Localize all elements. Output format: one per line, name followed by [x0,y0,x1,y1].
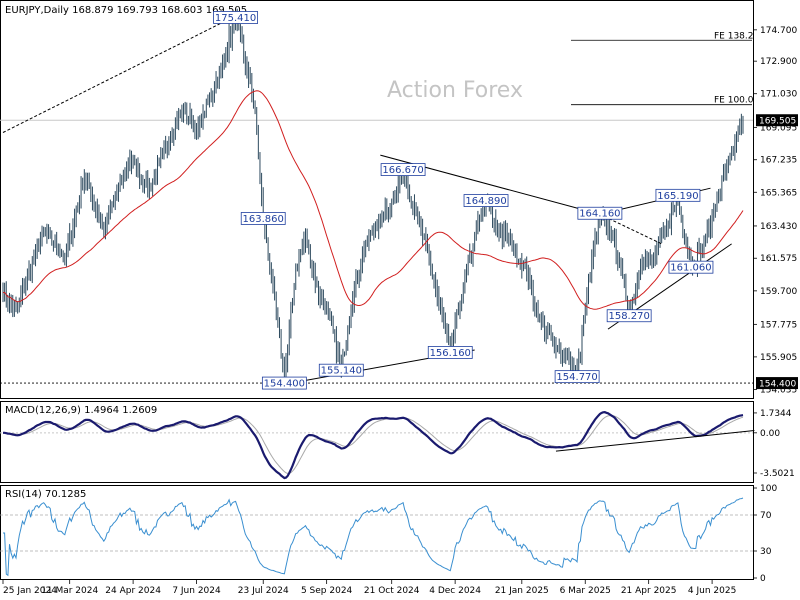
macd-series: 1.7344 0.00 -3.5021 [0,409,795,480]
macd-line [3,410,744,480]
rsi-series: 100 70 30 0 [0,484,777,584]
price-label-box [240,212,286,225]
price-label-box [380,163,426,176]
x-tick-label: 24 Apr 2024 [105,586,161,596]
price-label-box [318,363,364,377]
rsi-tick-label: 70 [760,511,772,521]
price-axis: 174.700 172.900 171.030 169.095 167.235 165.3… [753,26,798,395]
rsi-label: RSI(14) 70.1285 [5,489,86,500]
candlesticks [2,8,744,383]
macd-trendline [555,430,755,452]
y-tick-label: 174.700 [760,26,797,36]
x-tick-label: 5 Sep 2024 [301,586,353,596]
price-label: 161.060 [670,263,711,274]
price-label: 158.270 [608,311,649,322]
horizontal-levels [0,119,753,384]
x-tick-label: 11 Mar 2024 [41,586,98,596]
trendline [2,15,236,133]
y-tick-label: 157.775 [760,320,797,330]
y-tick-label: 155.905 [760,353,797,363]
macd-tick-label: 0.00 [760,429,780,439]
x-tick-label: 7 Jun 2024 [172,586,221,596]
watermark: Action Forex [387,78,523,103]
price-label-box [577,206,623,220]
x-tick-label: 4 Dec 2024 [429,586,481,596]
price-label: 154.400 [264,379,305,390]
fib-levels: FE 161.8 FE 138.2 FE 100.0 [571,0,754,106]
price-badge [756,114,798,127]
price-label-box [606,309,652,323]
ma-line [2,90,744,310]
rsi-pane [0,485,754,580]
price-label: 163.860 [243,214,284,225]
fib-level-label: FE 138.2 [714,31,754,41]
rsi-tick-label: 30 [760,547,772,557]
macd-label: MACD(12,26,9) 1.4964 1.2609 [5,405,157,416]
x-tick-label: 23 Jul 2024 [238,586,289,596]
price-badge-label: 169.505 [759,117,796,127]
x-tick-label: 4 Jun 2025 [688,586,736,596]
price-label-box [554,370,600,384]
price-label-box [427,346,473,359]
price-label: 175.410 [215,13,256,24]
fib-level-label: FE 100.0 [714,96,754,106]
x-tick-label: 25 Jan 2024 [3,586,57,596]
price-label-box [655,188,701,202]
macd-signal-line [3,414,744,474]
y-tick-label: 172.900 [760,57,797,67]
y-tick-label: 171.030 [760,90,797,100]
rsi-tick-label: 0 [760,574,766,584]
price-label-box [668,260,714,274]
moving-average [2,90,744,310]
y-tick-label: 161.575 [760,254,797,264]
macd-tick-label: 1.7344 [760,409,792,419]
price-label-box [213,11,258,24]
y-tick-label: 167.235 [760,156,797,166]
y-tick-label: 169.095 [760,123,797,133]
price-label: 154.770 [556,372,597,383]
price-label: 155.140 [321,366,362,377]
y-tick-label: 154.035 [760,385,797,395]
price-label: 165.190 [657,191,698,202]
main-header: EURJPY,Daily 168.879 169.793 168.603 169… [5,5,247,16]
x-tick-label: 21 Oct 2024 [364,586,420,596]
y-tick-label: 165.365 [760,188,797,198]
price-badge [756,377,798,390]
main-pane [0,0,754,399]
price-label: 166.670 [382,165,423,176]
y-tick-label: 163.430 [760,222,797,232]
price-badge-label: 154.400 [759,380,796,390]
price-label-box [261,376,307,390]
rsi-line [3,497,744,577]
price-label: 164.160 [579,209,620,220]
macd-pane [0,401,754,483]
fib-level-label: FE 161.8 [714,0,754,1]
price-labels: 175.410 163.860 154.400 155.140 166.670 164.8… [213,11,714,390]
x-tick-label: 21 Apr 2025 [621,586,677,596]
x-tick-label: 21 Jan 2025 [495,586,549,596]
price-label: 164.890 [465,196,506,207]
rsi-tick-label: 100 [760,484,777,494]
y-tick-label: 159.700 [760,287,797,297]
macd-tick-label: -3.5021 [760,469,795,479]
x-tick-label: 6 Mar 2025 [560,586,611,596]
price-label: 156.160 [430,348,471,359]
price-label-box [463,194,509,207]
